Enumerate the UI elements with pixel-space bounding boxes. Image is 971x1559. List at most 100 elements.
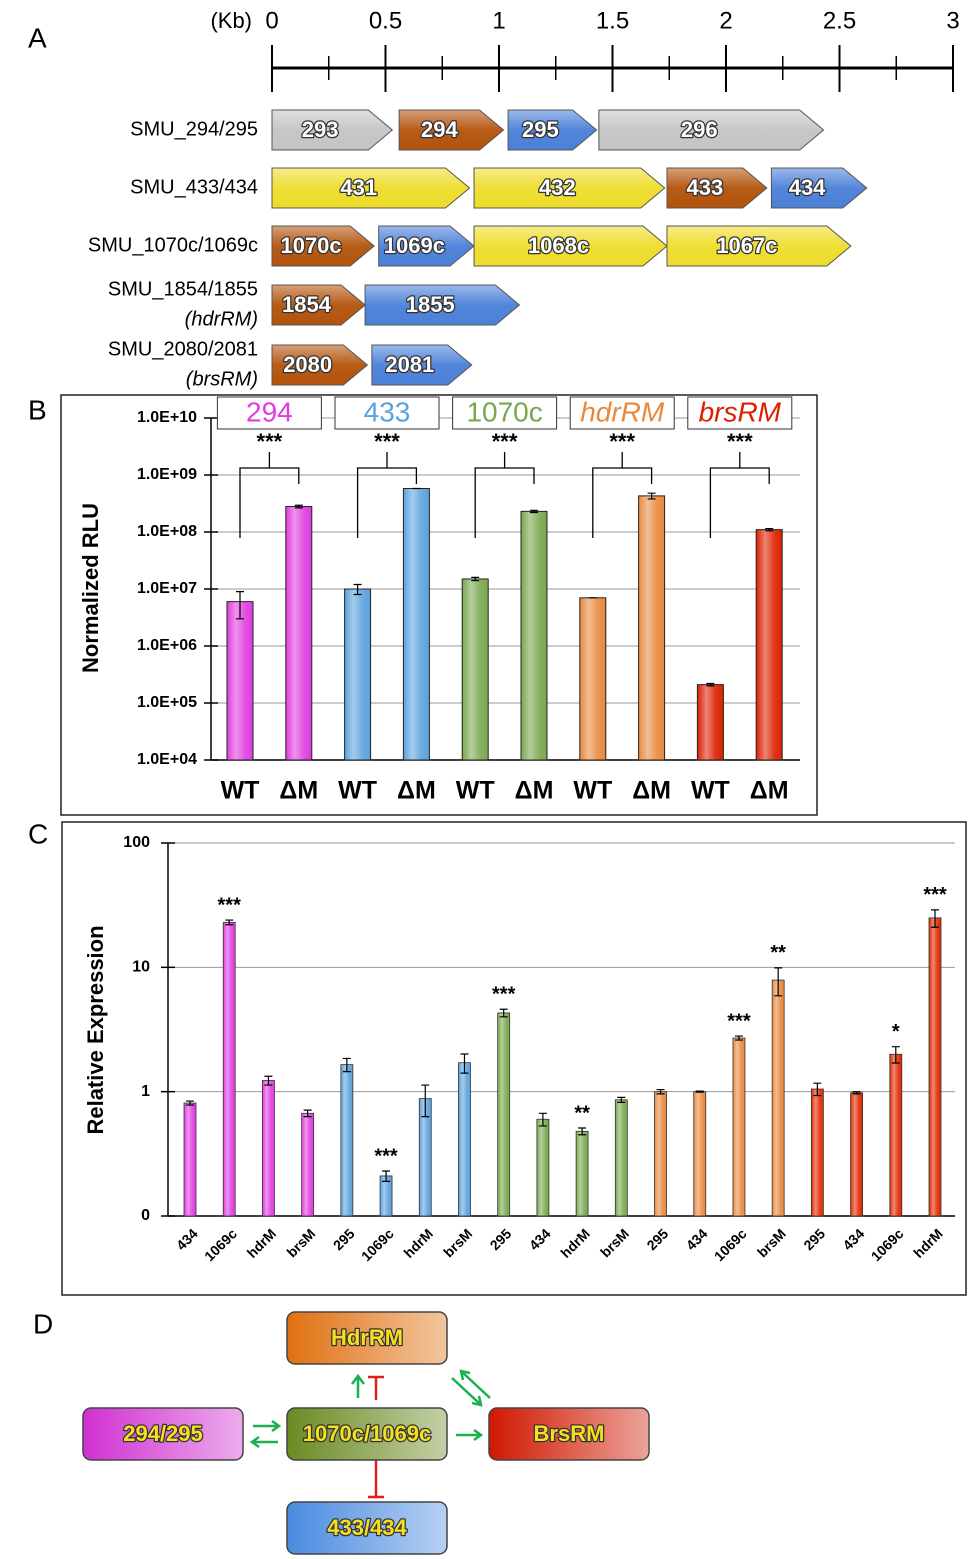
x-tick-label: WT	[338, 777, 377, 805]
error-bar	[236, 591, 244, 620]
error-bar	[342, 1057, 351, 1073]
bar	[614, 1099, 628, 1217]
bar	[536, 1118, 550, 1217]
network-node	[82, 1407, 244, 1461]
error-bar	[931, 909, 939, 928]
x-tick-label: 434	[683, 1225, 711, 1253]
error-bar	[471, 576, 480, 582]
gene-arrow	[598, 109, 825, 151]
panel-frame	[60, 394, 818, 816]
bar	[850, 1092, 863, 1217]
significance: *	[892, 1021, 900, 1043]
inhibit	[368, 1375, 384, 1400]
bar	[285, 506, 313, 761]
gene-label: 1069c	[384, 233, 445, 258]
gene-label: 2080	[283, 352, 332, 377]
gene-arrow	[364, 284, 521, 326]
error-bar	[813, 1082, 822, 1097]
bar	[696, 684, 724, 761]
network-node	[488, 1407, 650, 1461]
gene-label: 433	[687, 175, 724, 200]
bar	[226, 601, 254, 761]
bar	[458, 1062, 471, 1217]
group-label-box	[216, 396, 322, 430]
row-label: SMU_2080/2081	[108, 338, 258, 360]
significance: ***	[609, 429, 635, 454]
error-bar	[225, 919, 234, 926]
bar	[301, 1112, 315, 1217]
gene-arrow	[473, 167, 666, 209]
x-tick-label: 1069c	[711, 1225, 750, 1264]
gene-label: 296	[681, 117, 718, 142]
error-bar	[578, 1127, 587, 1136]
gene-arrow	[398, 109, 505, 151]
gene-arrow	[271, 225, 375, 267]
network-node	[286, 1501, 448, 1555]
significance: ***	[492, 429, 518, 454]
x-tick-label: hdrM	[557, 1225, 593, 1261]
error-bar	[734, 1035, 743, 1041]
error-bar	[353, 583, 362, 596]
x-tick-label: brsM	[440, 1225, 475, 1260]
gene-arrow	[371, 344, 473, 386]
row-label: SMU_433/434	[130, 176, 258, 198]
error-bar	[294, 504, 303, 509]
bar	[638, 495, 666, 761]
gene-label: 2081	[385, 352, 434, 377]
y-tick-label: 1	[141, 1083, 150, 1100]
x-tick-label: ΔM	[632, 777, 671, 805]
x-tick-label: WT	[456, 777, 495, 805]
x-tick-label: 1069c	[201, 1225, 240, 1264]
panel-frame	[61, 821, 967, 1296]
error-bar	[538, 1112, 547, 1127]
error-bar	[695, 1090, 704, 1093]
bar	[497, 1012, 511, 1217]
x-tick-label: 2	[719, 7, 732, 34]
x-tick-label: 1069c	[868, 1225, 907, 1264]
x-tick-label: WT	[691, 777, 730, 805]
error-bar	[421, 1084, 430, 1118]
error-bar	[186, 1100, 194, 1106]
x-tick-label: hdrM	[400, 1225, 436, 1261]
y-tick-label: 1.0E+06	[137, 637, 197, 654]
bracket	[356, 452, 418, 538]
significance: ***	[374, 1145, 398, 1167]
axis-unit: (Kb)	[210, 8, 252, 33]
gene-arrow	[507, 109, 598, 151]
bracket	[592, 452, 653, 538]
gene-arrow	[473, 225, 668, 267]
error-bar	[774, 967, 783, 997]
arrow	[456, 1428, 484, 1442]
node-label: 294/295	[123, 1421, 203, 1446]
bar	[379, 1175, 393, 1217]
x-tick-label: 295	[800, 1225, 828, 1253]
panel-label: C	[28, 818, 48, 849]
group-label: 294	[246, 396, 293, 427]
x-tick-label: 3	[946, 7, 959, 34]
node-label: HdrRM	[331, 1325, 403, 1350]
row-sublabel: (brsRM)	[186, 368, 258, 390]
gene-label: 432	[539, 175, 576, 200]
group-label-box	[687, 396, 793, 430]
gene-arrow	[271, 344, 369, 386]
x-tick-label: 1	[492, 7, 505, 34]
significance: ***	[374, 429, 400, 454]
y-axis-label: Normalized RLU	[78, 503, 103, 673]
group-label-box	[452, 396, 558, 430]
x-tick-label: WT	[573, 777, 612, 805]
bar	[222, 921, 236, 1217]
x-tick-label: 295	[330, 1225, 358, 1253]
error-bar	[303, 1109, 312, 1118]
gene-label: 431	[340, 175, 377, 200]
x-tick-label: brsM	[754, 1225, 789, 1260]
gene-arrow	[378, 225, 475, 267]
arrow	[451, 1377, 483, 1407]
bar	[755, 529, 783, 761]
bar	[461, 578, 489, 761]
y-tick-label: 1.0E+09	[137, 466, 197, 483]
gene-label: 1855	[406, 292, 455, 317]
bracket	[709, 452, 770, 538]
bar	[340, 1064, 354, 1217]
group-label: 433	[364, 396, 411, 427]
